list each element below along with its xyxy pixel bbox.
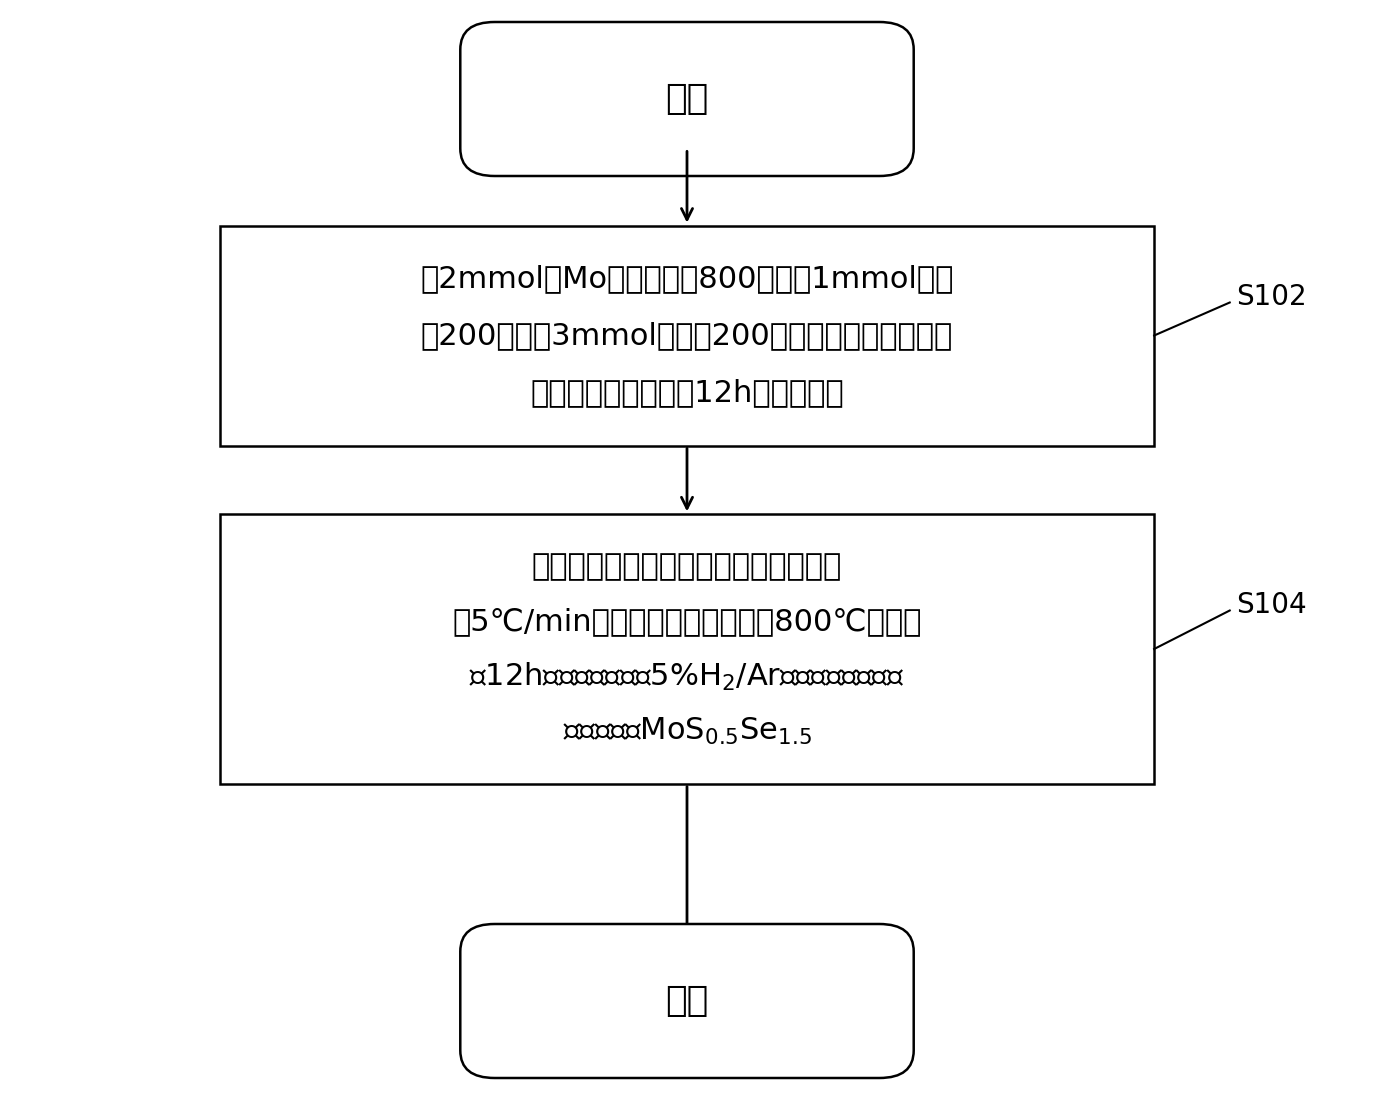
Bar bbox=[220, 226, 1154, 446]
Text: （200目）、3mmol硒粉（200目）均匀混合于乙醇中: （200目）、3mmol硒粉（200目）均匀混合于乙醇中 bbox=[420, 321, 954, 350]
Text: 以5℃/min的升温速率程序升温至800℃，并维: 以5℃/min的升温速率程序升温至800℃，并维 bbox=[452, 607, 922, 636]
FancyBboxPatch shape bbox=[460, 22, 914, 176]
Text: S104: S104 bbox=[1237, 591, 1307, 619]
Text: S102: S102 bbox=[1237, 283, 1307, 311]
Text: 后，于球磨机中湿磨12h后真空干燥: 后，于球磨机中湿磨12h后真空干燥 bbox=[530, 378, 844, 407]
Text: 开始: 开始 bbox=[665, 82, 709, 116]
Text: 结束: 结束 bbox=[665, 984, 709, 1018]
Text: 将混合粉体置于石英舟中，在管式炉里: 将混合粉体置于石英舟中，在管式炉里 bbox=[532, 552, 842, 581]
Text: 持12h，期间持续通入5%H$_{2}$/Ar混合气作为保护气: 持12h，期间持续通入5%H$_{2}$/Ar混合气作为保护气 bbox=[470, 660, 904, 693]
Bar bbox=[220, 515, 1154, 783]
FancyBboxPatch shape bbox=[460, 924, 914, 1078]
Text: 将2mmol的Mo金属粉（＜800目）、1mmol硫粉: 将2mmol的Mo金属粉（＜800目）、1mmol硫粉 bbox=[420, 264, 954, 293]
Text: 制得固溶体MoS$_{0.5}$Se$_{1.5}$: 制得固溶体MoS$_{0.5}$Se$_{1.5}$ bbox=[562, 716, 812, 747]
